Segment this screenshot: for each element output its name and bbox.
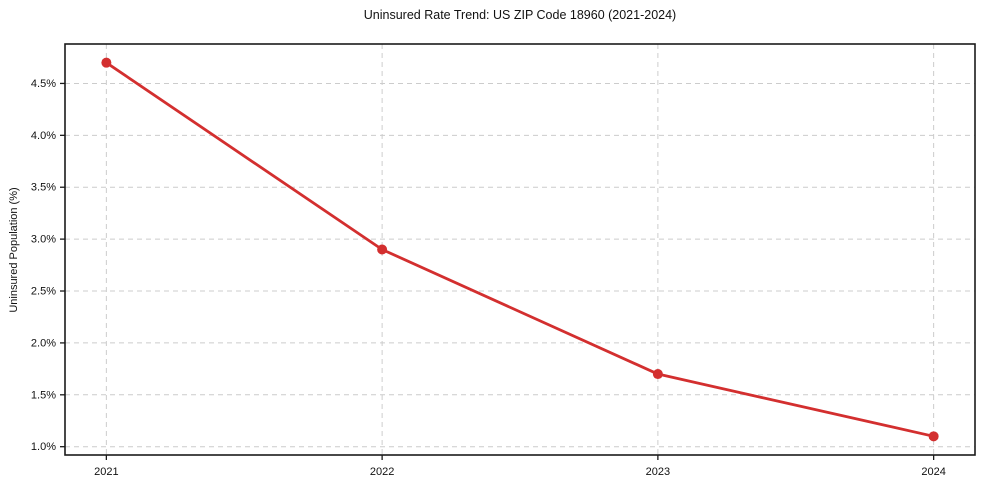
data-point bbox=[928, 431, 939, 442]
x-tick-label: 2024 bbox=[921, 466, 945, 478]
x-tick-label: 2023 bbox=[646, 466, 670, 478]
x-tick-label: 2022 bbox=[370, 466, 394, 478]
trend-line bbox=[104, 61, 936, 438]
plot-border bbox=[64, 43, 976, 456]
data-point bbox=[101, 57, 112, 68]
y-tick-label: 3.0% bbox=[31, 234, 56, 246]
data-point bbox=[652, 369, 663, 380]
y-tick-label: 4.5% bbox=[31, 78, 56, 90]
y-tick-label: 2.5% bbox=[31, 286, 56, 298]
y-tick-label: 4.0% bbox=[31, 130, 56, 142]
y-tick-label: 3.5% bbox=[31, 182, 56, 194]
y-tick-label: 1.0% bbox=[31, 441, 56, 453]
chart-title: Uninsured Rate Trend: US ZIP Code 18960 … bbox=[363, 8, 677, 22]
plot-background bbox=[65, 44, 975, 455]
y-tick-label: 2.0% bbox=[31, 337, 56, 349]
y-tick-label: 1.5% bbox=[31, 389, 56, 401]
data-point bbox=[377, 244, 388, 255]
x-tick-label: 2021 bbox=[94, 466, 118, 478]
